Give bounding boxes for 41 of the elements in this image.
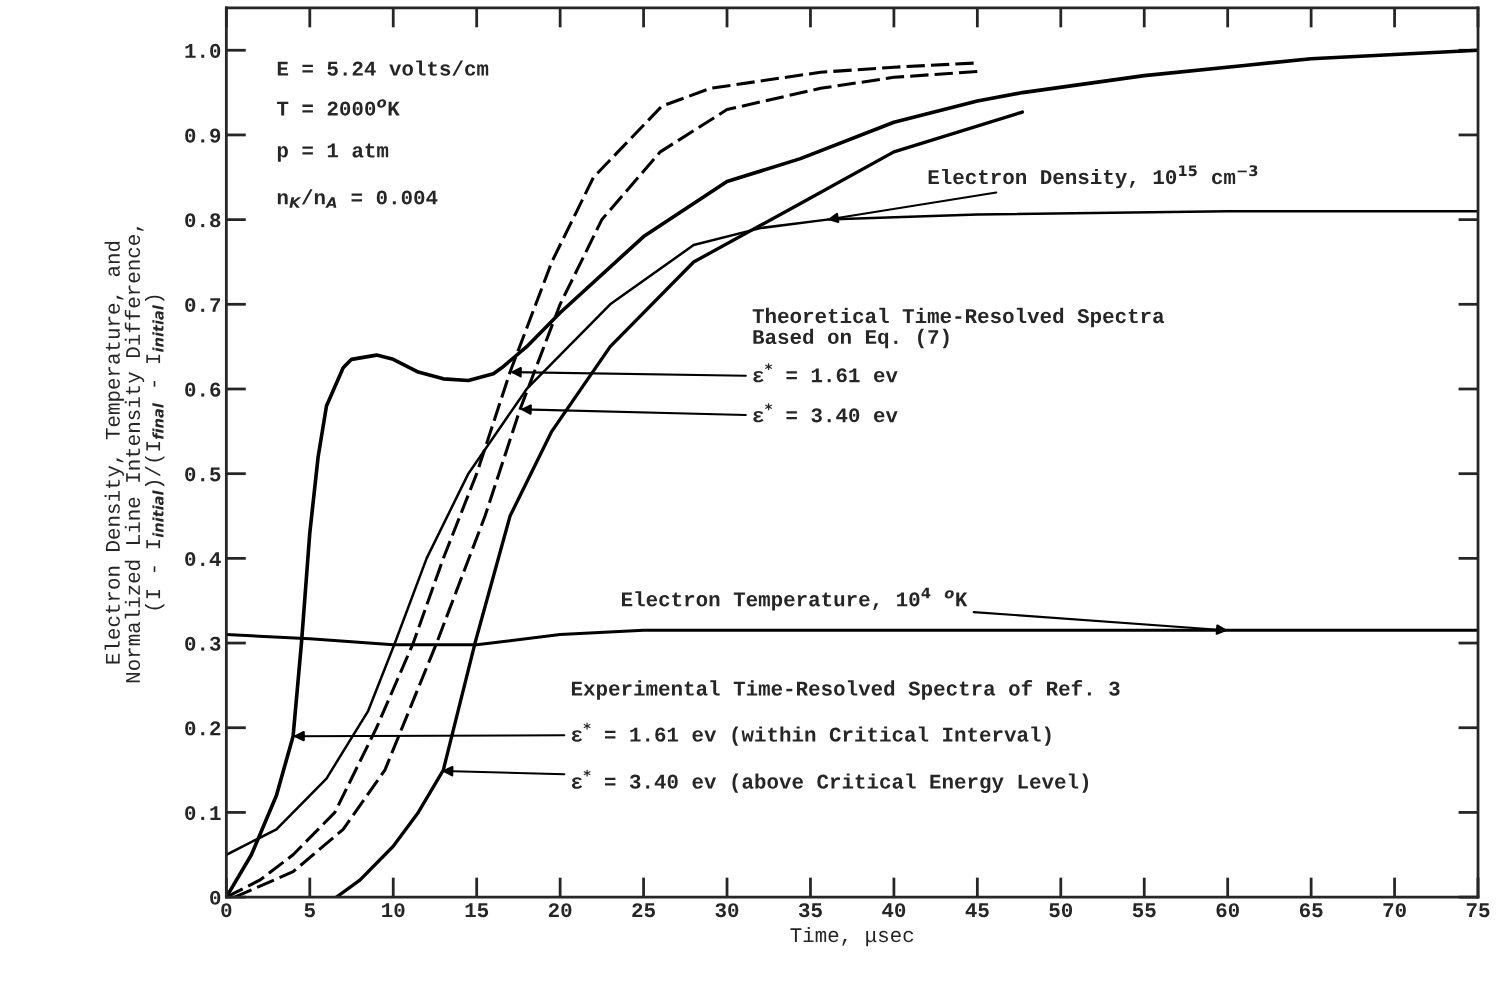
x-tick-label: 5 — [304, 903, 315, 918]
annotation: E = 5.24 volts/cm — [277, 60, 489, 76]
annotation: Electron Density, 10$^{15}$ cm$^{−3}$ — [928, 165, 1258, 189]
y-tick-label: 1.0 — [185, 43, 221, 58]
y-tick-label: 0.9 — [185, 128, 221, 143]
y-tick-label: 0.1 — [185, 806, 221, 821]
x-tick-label: 0 — [221, 903, 232, 918]
annotation: p = 1 atm — [277, 143, 389, 162]
x-tick-label: 10 — [382, 903, 405, 918]
x-tick-label: 30 — [715, 903, 739, 918]
x-axis-title: Time, μsec — [790, 926, 914, 947]
annotation: T = 2000$^{o}$K — [277, 99, 400, 116]
annotation: ε$^{*}$ = 1.61 ev — [753, 363, 898, 383]
x-tick-label: 50 — [1049, 903, 1073, 918]
x-tick-label: 60 — [1216, 903, 1239, 918]
x-tick-label: 45 — [965, 903, 989, 918]
annotation: ε$^{*}$ = 3.40 ev — [753, 403, 898, 423]
annotation: ε$^{*}$ = 1.61 ev (within Critical Interval) — [571, 722, 1051, 746]
y-tick-label: 0.5 — [185, 467, 221, 482]
x-tick-label: 65 — [1299, 903, 1323, 918]
y-tick-label: 0 — [210, 890, 221, 905]
annotation: n$_{K}$/n$_{A}$ = 0.004 — [277, 189, 438, 208]
x-tick-label: 35 — [798, 903, 822, 918]
y-tick-label: 0.2 — [185, 721, 221, 736]
x-tick-label: 55 — [1132, 903, 1156, 918]
y-tick-label: 0.8 — [185, 213, 221, 228]
y-tick-label: 0.3 — [185, 636, 221, 651]
annotation: Electron Temperature, 10$^{4 o}$K — [622, 587, 968, 611]
x-tick-label: 20 — [548, 903, 572, 918]
y-tick-label: 0.6 — [185, 382, 221, 397]
x-tick-label: 40 — [882, 903, 906, 918]
annotation: Experimental Time-Resolved Spectra of Ref. 3 — [571, 680, 1120, 700]
y-tick-label: 0.4 — [185, 551, 221, 567]
annotation: ε$^{*}$ = 3.40 ev (above Critical Energy Level) — [571, 769, 1089, 793]
x-tick-label: 15 — [465, 903, 489, 918]
y-tick-label: 0.7 — [185, 297, 221, 313]
x-tick-label: 75 — [1466, 903, 1490, 918]
annotation: Theoretical Time-Resolved Spectra Based on Eq. (7) — [752, 307, 1165, 349]
text: Electron Density, Temperature, and Normalized Line Intensity Difference, (I - I$_{initial}$)/(I$_{final}$ - I$_{initial}$) — [104, 226, 165, 683]
x-tick-label: 70 — [1383, 903, 1406, 918]
x-tick-label: 25 — [632, 903, 655, 918]
